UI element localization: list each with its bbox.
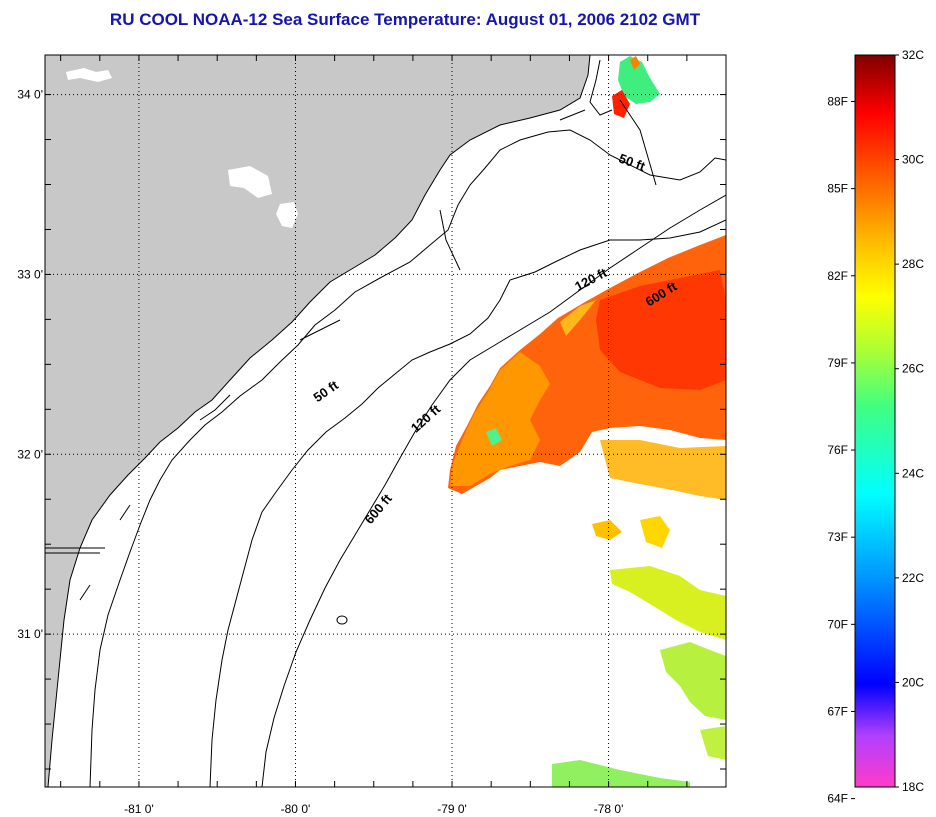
lake [276,202,298,228]
colorbar-label-c: 20C [902,675,924,689]
colorbar-label-f: 73F [827,530,848,544]
contour-600ft [261,194,726,787]
lat-tick-label: 31 0' [17,627,43,641]
lat-tick-label: 34 0' [17,88,43,102]
graticule [45,55,726,787]
contour-120ft [209,219,726,787]
contour-label: 120 ft [408,401,444,435]
page-title: RU COOL NOAA-12 Sea Surface Temperature:… [109,10,701,29]
colorbar-label-c: 30C [902,153,924,167]
colorbar-label-f: 67F [827,704,848,718]
colorbar-label-f: 64F [827,792,848,806]
colorbar-label-c: 32C [902,48,924,62]
colorbar-label-c: 26C [902,362,924,376]
colorbar-label-c: 28C [902,257,924,271]
colorbar: 32C 30C 28C 26C 24C 22C 20C 18C 88F 85F 82F 79F 76F 7… [827,48,924,806]
map-frame [44,54,727,788]
land-mass [45,55,591,787]
contour-label: 50 ft [617,151,648,174]
lat-tick-label: 32 0' [17,447,43,461]
colorbar-label-c: 24C [902,466,924,480]
contour-label: 600 ft [361,491,395,527]
contour-label: 120 ft [572,265,610,295]
barrier-islands [79,59,657,601]
lon-tick-label: -81 0' [124,802,154,816]
axis-ticks: -81 0' -80 0' -79 0' -78 0' 34 0' 33 0' 32 0' 3… [17,55,727,816]
colorbar-label-c: 18C [902,780,924,794]
lon-tick-label: -78 0' [594,802,624,816]
contour-50ft [89,129,726,787]
lat-tick-label: 33 0' [17,267,43,281]
colorbar-label-c: 22C [902,571,924,585]
lake [66,68,112,82]
colorbar-label-f: 76F [827,443,848,457]
colorbar-label-f: 85F [827,182,848,196]
bathymetry-contours [89,129,726,787]
colorbar-scale [854,54,896,788]
lake [228,166,272,198]
colorbar-label-f: 70F [827,617,848,631]
colorbar-label-f: 79F [827,356,848,370]
contour-label: 50 ft [311,377,342,405]
colorbar-label-f: 88F [827,94,848,108]
sst-patches [448,56,726,787]
lon-tick-label: -79 0' [437,802,467,816]
colorbar-label-f: 82F [827,269,848,283]
state-border [45,547,105,554]
lon-tick-label: -80 0' [281,802,311,816]
